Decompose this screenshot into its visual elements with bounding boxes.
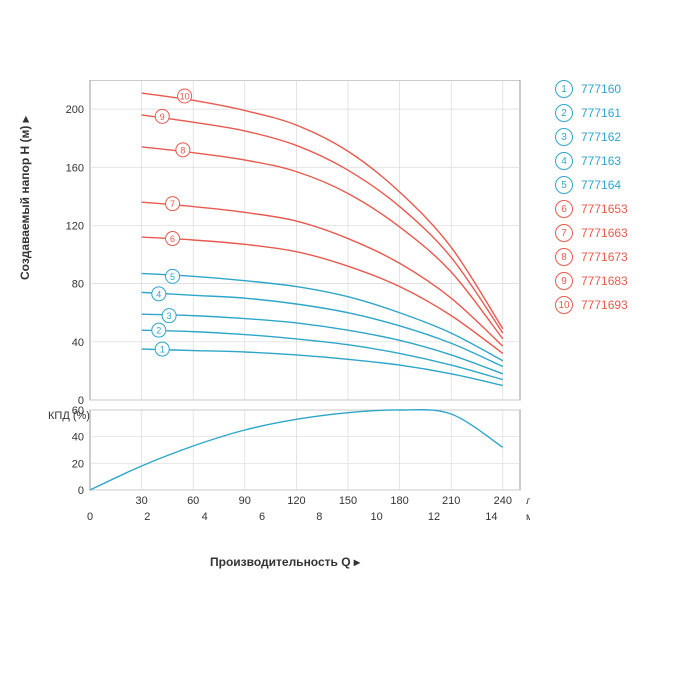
svg-text:8: 8 (180, 145, 185, 155)
svg-text:л/мин: л/мин (526, 496, 530, 507)
svg-text:14: 14 (485, 511, 497, 523)
legend-item: 1 777160 (555, 80, 685, 98)
legend-item: 3 777162 (555, 128, 685, 146)
svg-text:20: 20 (72, 458, 84, 470)
legend-badge: 9 (555, 272, 573, 290)
legend-label: 7771683 (581, 274, 628, 288)
svg-text:120: 120 (287, 495, 305, 507)
svg-text:0: 0 (78, 485, 84, 497)
legend-label: 7771663 (581, 226, 628, 240)
legend-item: 9 7771683 (555, 272, 685, 290)
svg-text:200: 200 (66, 104, 84, 116)
legend-item: 5 777164 (555, 176, 685, 194)
legend-item: 4 777163 (555, 152, 685, 170)
legend-item: 7 7771663 (555, 224, 685, 242)
svg-text:60: 60 (187, 495, 199, 507)
legend-label: 7771673 (581, 250, 628, 264)
svg-text:м³/ч: м³/ч (526, 512, 530, 523)
svg-text:60: 60 (72, 405, 84, 417)
svg-text:1: 1 (160, 345, 165, 355)
legend-badge: 10 (555, 296, 573, 314)
legend-label: 777163 (581, 154, 621, 168)
legend-item: 2 777161 (555, 104, 685, 122)
chart-svg: 0408012016020002040603060901201501802102… (50, 80, 530, 570)
svg-text:10: 10 (180, 92, 190, 102)
svg-text:8: 8 (316, 511, 322, 523)
legend-badge: 3 (555, 128, 573, 146)
svg-text:30: 30 (135, 495, 147, 507)
svg-text:90: 90 (239, 495, 251, 507)
legend-badge: 6 (555, 200, 573, 218)
svg-text:3: 3 (167, 311, 172, 321)
legend-label: 7771693 (581, 298, 628, 312)
svg-text:6: 6 (170, 234, 175, 244)
legend-item: 10 7771693 (555, 296, 685, 314)
svg-text:2: 2 (156, 326, 161, 336)
legend-badge: 2 (555, 104, 573, 122)
y-axis-label-main: Создаваемый напор Н (м) ▸ (18, 116, 32, 280)
svg-text:150: 150 (339, 495, 357, 507)
legend-label: 777162 (581, 130, 621, 144)
svg-text:5: 5 (170, 272, 175, 282)
svg-text:80: 80 (72, 279, 84, 291)
legend-label: 777160 (581, 82, 621, 96)
svg-text:4: 4 (156, 289, 161, 299)
chart-area: 0408012016020002040603060901201501802102… (50, 80, 530, 580)
legend-item: 8 7771673 (555, 248, 685, 266)
legend-badge: 8 (555, 248, 573, 266)
legend: 1 777160 2 777161 3 777162 4 777163 5 777164 6 7771… (555, 80, 685, 320)
pump-chart-page: Создаваемый напор Н (м) ▸ КПД (%) Произв… (0, 0, 700, 700)
svg-text:12: 12 (428, 511, 440, 523)
svg-text:2: 2 (144, 511, 150, 523)
svg-text:240: 240 (494, 495, 512, 507)
legend-label: 777164 (581, 178, 621, 192)
svg-text:0: 0 (87, 511, 93, 523)
legend-item: 6 7771653 (555, 200, 685, 218)
legend-badge: 1 (555, 80, 573, 98)
legend-label: 777161 (581, 106, 621, 120)
svg-text:9: 9 (160, 112, 165, 122)
svg-text:6: 6 (259, 511, 265, 523)
svg-text:120: 120 (66, 220, 84, 232)
svg-text:40: 40 (72, 337, 84, 349)
svg-text:7: 7 (170, 199, 175, 209)
svg-text:210: 210 (442, 495, 460, 507)
svg-text:160: 160 (66, 162, 84, 174)
legend-label: 7771653 (581, 202, 628, 216)
svg-text:4: 4 (202, 511, 208, 523)
legend-badge: 5 (555, 176, 573, 194)
legend-badge: 4 (555, 152, 573, 170)
legend-badge: 7 (555, 224, 573, 242)
svg-text:10: 10 (371, 511, 383, 523)
svg-text:180: 180 (390, 495, 408, 507)
svg-text:40: 40 (72, 432, 84, 444)
